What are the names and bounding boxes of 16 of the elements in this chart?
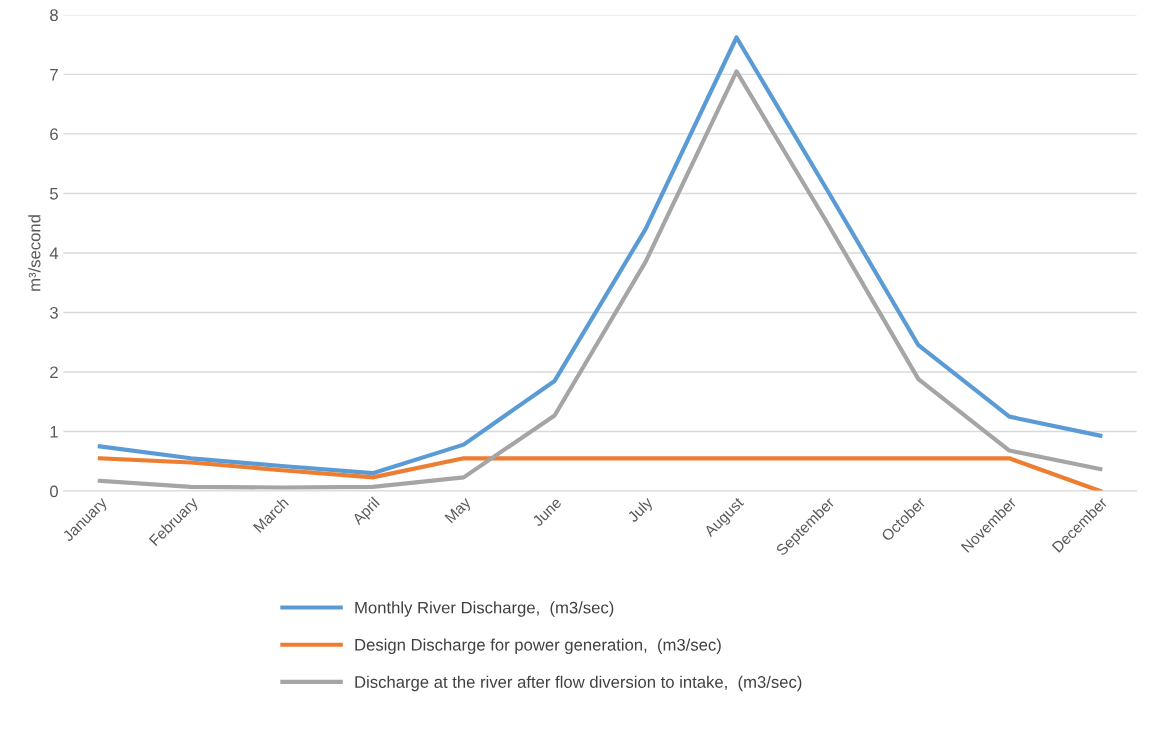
legend-label: Design Discharge for power generation, (m3/sec) [355,638,721,655]
legend-label: Discharge at the river after flow diversion to intake, (m3/sec) [355,675,802,692]
legend-label: Monthly River Discharge, (m3/sec) [355,601,614,617]
y-tick-label: 0 [49,485,58,498]
y-tick-label: 6 [50,128,58,141]
line-series [97,456,1103,492]
x-tick-label: May [444,496,474,526]
y-tick-label: 4 [49,247,59,259]
y-tick-label: 2 [50,366,58,379]
y-tick-label: 7 [50,68,58,81]
y-tick-label: 1 [50,426,58,438]
y-tick-label: 8 [50,9,58,22]
y-tick-label: 5 [50,188,58,200]
y-axis-title: m³/second [28,215,41,291]
x-tick-label: July [626,495,656,526]
y-tick-label: 3 [49,306,58,319]
